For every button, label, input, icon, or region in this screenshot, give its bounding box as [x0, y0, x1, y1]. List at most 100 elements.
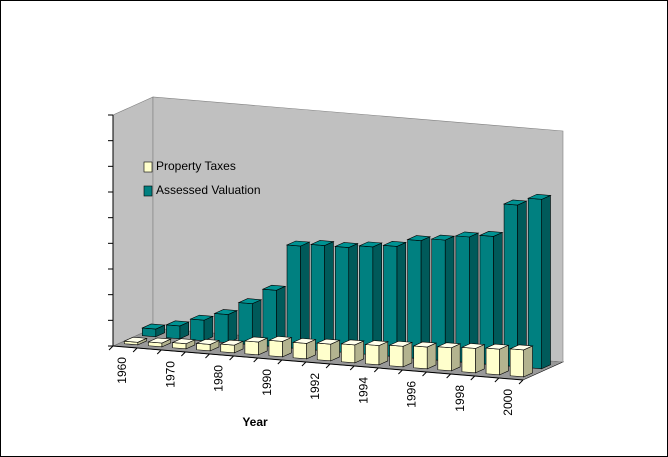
x-tick	[470, 375, 476, 381]
bar-front	[509, 348, 524, 378]
x-tick	[373, 367, 379, 373]
x-tick-label: 2000	[501, 389, 515, 416]
bar-front	[389, 344, 404, 368]
bar-top	[243, 336, 269, 343]
plot-area: 1960 1970 1980 1990 1992 1994 1996 1998 2000 Prop…	[108, 96, 565, 416]
bar-top	[454, 231, 480, 238]
bar-top	[484, 343, 510, 350]
bar	[388, 340, 414, 368]
x-tick-label: 1992	[308, 373, 322, 400]
bar-front	[220, 343, 235, 354]
bar-front	[485, 347, 500, 376]
bar-front	[437, 346, 452, 372]
bar-top	[237, 298, 263, 304]
bar-top	[213, 309, 239, 315]
bar-front	[310, 244, 325, 352]
x-tick-label: 1996	[405, 381, 419, 408]
bar	[484, 343, 510, 376]
legend-swatch	[143, 185, 153, 197]
bar	[213, 309, 239, 344]
x-tick	[398, 369, 403, 375]
bar-top	[364, 340, 389, 346]
bar-front	[286, 244, 301, 350]
bar	[436, 342, 462, 372]
bar-front	[413, 345, 428, 370]
x-tick	[205, 353, 210, 359]
legend-swatch	[143, 161, 153, 173]
bar	[334, 242, 359, 354]
bar-top	[478, 231, 504, 237]
bar	[502, 199, 528, 368]
bar-front	[292, 342, 307, 360]
bar-side	[324, 241, 334, 352]
bar-front	[527, 197, 542, 370]
bar	[291, 338, 317, 360]
bar-front	[244, 340, 259, 356]
bar-top	[334, 242, 359, 248]
side-wall	[112, 96, 154, 347]
x-tick-label: 1960	[115, 357, 129, 384]
bar	[340, 339, 365, 364]
x-tick	[494, 377, 500, 383]
bar-side	[523, 345, 533, 378]
bar	[364, 340, 389, 366]
bar	[509, 344, 534, 378]
bar-top	[316, 338, 341, 345]
bar	[454, 231, 480, 364]
bar-front	[383, 244, 398, 358]
x-tick	[277, 359, 283, 365]
bar	[382, 241, 407, 358]
bar-front	[431, 238, 446, 362]
bar-side	[420, 236, 431, 360]
bar-top	[502, 199, 528, 206]
bar-front	[334, 246, 350, 354]
bar-front	[359, 245, 374, 356]
bar-side	[396, 241, 407, 358]
bar-front	[341, 343, 356, 364]
bar-top	[165, 320, 190, 327]
bar-side	[541, 194, 551, 370]
bar	[123, 336, 148, 346]
bar	[316, 338, 341, 362]
bar	[267, 336, 293, 358]
bar-top	[509, 344, 534, 351]
x-tick	[132, 347, 138, 353]
bar	[141, 323, 166, 338]
x-tick	[301, 361, 307, 367]
bar-top	[189, 314, 215, 321]
bar-top	[412, 341, 438, 348]
bar	[430, 234, 456, 362]
bar-front	[190, 318, 205, 342]
bar	[412, 341, 438, 370]
bar-top	[527, 193, 552, 200]
x-tick	[180, 351, 186, 357]
x-tick-label: 1998	[453, 385, 467, 412]
bar-side	[444, 235, 455, 362]
bar	[309, 240, 335, 352]
bar-front	[214, 313, 229, 344]
x-tick	[108, 345, 114, 351]
x-tick-label: 1980	[212, 365, 226, 392]
bar	[219, 339, 245, 354]
bar-side	[475, 344, 485, 374]
bar-top	[123, 336, 148, 343]
bar-top	[141, 323, 166, 330]
x-tick-label: 1990	[260, 369, 274, 396]
bar-front	[461, 347, 476, 374]
x-tick	[156, 349, 162, 355]
bar-top	[171, 338, 197, 345]
bar-side	[348, 243, 358, 354]
x-tick-label: 1970	[163, 361, 177, 388]
bar-side	[517, 200, 527, 368]
bar-top	[267, 336, 293, 342]
bar	[237, 298, 263, 346]
x-tick	[518, 379, 524, 385]
bar	[243, 336, 269, 356]
bar-top	[219, 339, 245, 346]
bar-top	[382, 241, 407, 247]
bar-front	[268, 340, 283, 358]
bar-front	[365, 344, 380, 366]
bar-front	[166, 324, 181, 340]
bar	[189, 314, 215, 342]
